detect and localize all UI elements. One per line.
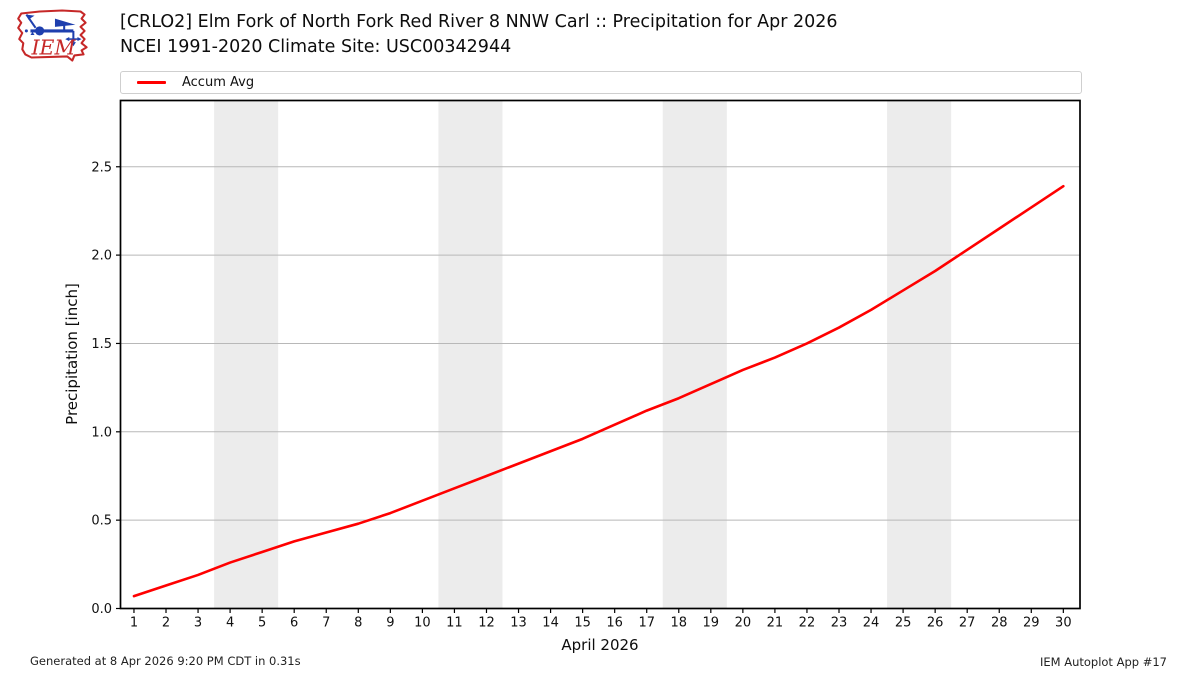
legend-line-sample-icon <box>137 81 166 84</box>
x-tick-label: 26 <box>927 616 944 631</box>
y-tick-label: 0.5 <box>91 514 112 529</box>
x-tick-label: 27 <box>959 616 976 631</box>
x-tick-label: 4 <box>226 616 234 631</box>
legend: Accum Avg <box>120 71 1082 94</box>
weekend-band <box>662 100 727 609</box>
x-tick-label: 22 <box>799 616 816 631</box>
x-axis-title: April 2026 <box>561 636 639 654</box>
x-tick-label: 21 <box>767 616 784 631</box>
x-tick-label: 15 <box>574 616 591 631</box>
x-tick-label: 8 <box>354 616 362 631</box>
x-tick-label: 28 <box>991 616 1008 631</box>
x-tick-label: 23 <box>831 616 848 631</box>
app-credit-text: IEM Autoplot App #17 <box>1039 655 1167 669</box>
y-tick-label: 1.0 <box>91 425 112 440</box>
x-tick-label: 30 <box>1055 616 1072 631</box>
x-tick-label: 29 <box>1023 616 1040 631</box>
x-tick-label: 3 <box>194 616 202 631</box>
x-tick-label: 2 <box>162 616 170 631</box>
x-tick-label: 20 <box>735 616 752 631</box>
y-tick-label: 2.5 <box>91 160 112 175</box>
x-tick-label: 18 <box>670 616 687 631</box>
x-tick-label: 16 <box>606 616 623 631</box>
x-tick-label: 7 <box>322 616 330 631</box>
accum-avg-line <box>132 184 1065 598</box>
legend-label: Accum Avg <box>182 75 255 90</box>
iem-logo: IEM <box>17 9 88 62</box>
y-tick-label: 1.5 <box>91 337 112 352</box>
weekend-band <box>887 100 952 609</box>
plot-border <box>119 99 1081 610</box>
iowa-outline-icon <box>17 9 88 62</box>
x-tick-label: 19 <box>703 616 720 631</box>
iem-logo-text: IEM <box>30 35 76 59</box>
page-title: [CRLO2] Elm Fork of North Fork Red River… <box>120 12 838 32</box>
x-tick-label: 1 <box>130 616 138 631</box>
y-axis-title: Precipitation [inch] <box>63 283 81 425</box>
weekend-band <box>214 100 279 609</box>
x-tick-label: 17 <box>638 616 655 631</box>
x-tick-label: 10 <box>414 616 431 631</box>
x-tick-label: 24 <box>863 616 880 631</box>
x-tick-label: 5 <box>258 616 266 631</box>
x-tick-label: 14 <box>542 616 559 631</box>
y-tick-label: 0.0 <box>91 602 112 617</box>
weekend-band <box>438 100 503 609</box>
y-tick-label: 2.0 <box>91 249 112 264</box>
x-tick-label: 9 <box>386 616 394 631</box>
generated-at-text: Generated at 8 Apr 2026 9:20 PM CDT in 0… <box>30 654 301 668</box>
x-tick-label: 12 <box>478 616 495 631</box>
x-tick-label: 13 <box>510 616 527 631</box>
x-tick-label: 11 <box>446 616 463 631</box>
x-tick-label: 6 <box>290 616 298 631</box>
wind-vane-icon <box>24 13 82 47</box>
x-tick-label: 25 <box>895 616 912 631</box>
title-block: [CRLO2] Elm Fork of North Fork Red River… <box>120 10 1120 60</box>
page-subtitle: NCEI 1991-2020 Climate Site: USC00342944 <box>120 37 512 57</box>
